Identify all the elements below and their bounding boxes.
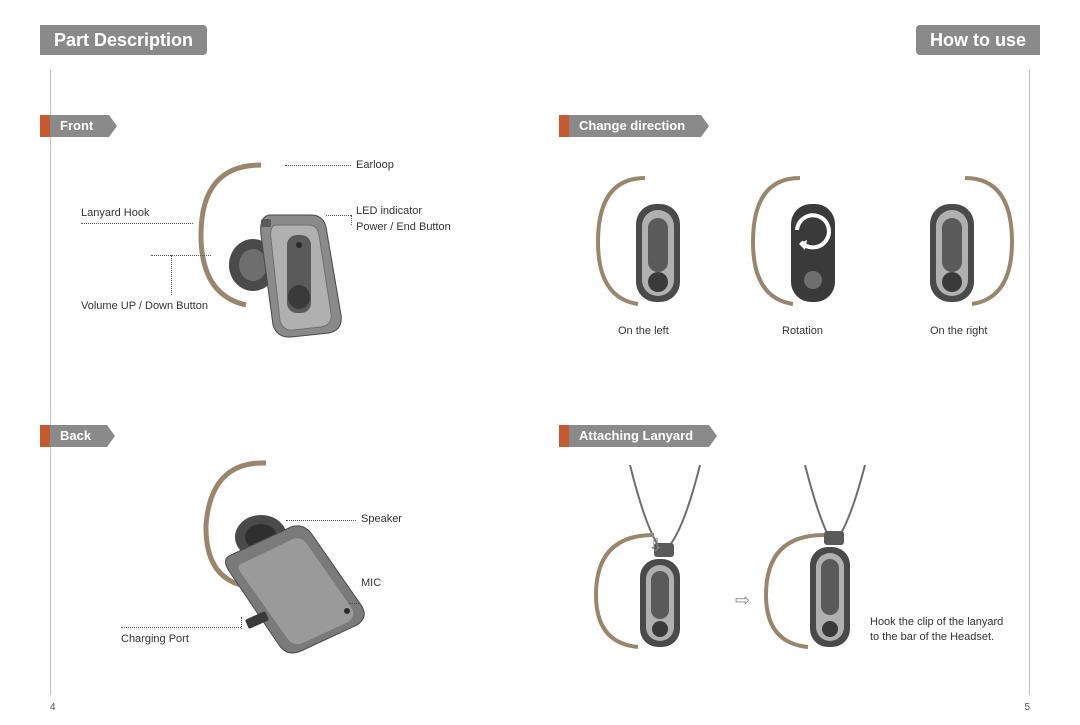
- leader-speaker: [286, 520, 356, 521]
- section-tab-attaching-lanyard: Attaching Lanyard: [569, 425, 709, 447]
- section-attaching-lanyard: Attaching Lanyard ⇩: [570, 425, 1029, 447]
- section-tab-change-direction-label: Change direction: [579, 118, 685, 133]
- cd-headset-rotation: [745, 170, 865, 320]
- caption-left: On the left: [618, 325, 669, 337]
- leader-led-v: [351, 215, 352, 225]
- callout-mic: MIC: [361, 577, 381, 589]
- callout-volume: Volume UP / Down Button: [81, 300, 208, 312]
- leader-mic: [349, 603, 359, 604]
- section-tab-front-label: Front: [60, 118, 93, 133]
- leader-charging-v: [241, 617, 242, 629]
- section-back: Back: [51, 425, 510, 447]
- lanyard-instruction-line1: Hook the clip of the lanyard: [870, 616, 1003, 628]
- left-page: Part Description Front: [0, 0, 540, 725]
- lanyard-instruction: Hook the clip of the lanyard to the bar …: [870, 615, 1003, 645]
- callout-power: Power / End Button: [356, 221, 451, 233]
- callout-led: LED indicator: [356, 205, 422, 217]
- callout-lanyard-hook: Lanyard Hook: [81, 207, 150, 219]
- arrow-down-icon: ⇩: [648, 535, 663, 556]
- section-front: Front: [51, 115, 510, 137]
- caption-right: On the right: [930, 325, 987, 337]
- callout-speaker: Speaker: [361, 513, 402, 525]
- section-tab-back-label: Back: [60, 428, 91, 443]
- page-header-left-text: Part Description: [54, 30, 193, 51]
- headset-front-illustration: [191, 155, 361, 345]
- left-content-frame: Front: [50, 70, 510, 695]
- page-number-right: 5: [1024, 702, 1030, 713]
- section-change-direction: Change direction: [570, 115, 1029, 137]
- callout-charging: Charging Port: [121, 633, 189, 645]
- leader-lanyard: [81, 223, 193, 224]
- page-number-left: 4: [50, 702, 56, 713]
- section-tab-attaching-lanyard-label: Attaching Lanyard: [579, 428, 693, 443]
- caption-rotation: Rotation: [782, 325, 823, 337]
- lanyard-step1: [590, 465, 730, 655]
- lanyard-instruction-line2: to the bar of the Headset.: [870, 631, 994, 643]
- page-header-right: How to use: [916, 25, 1040, 55]
- callout-earloop: Earloop: [356, 159, 394, 171]
- section-tab-change-direction: Change direction: [569, 115, 701, 137]
- headset-back-illustration: [171, 455, 371, 655]
- section-tab-back: Back: [50, 425, 107, 447]
- cd-headset-left: [590, 170, 710, 320]
- right-content-frame: Change direction: [570, 70, 1030, 695]
- page-header-left: Part Description: [40, 25, 207, 55]
- section-tab-front: Front: [50, 115, 109, 137]
- page-header-right-text: How to use: [930, 30, 1026, 51]
- leader-earloop: [285, 165, 351, 166]
- leader-volume-h: [151, 255, 211, 256]
- leader-led: [326, 215, 351, 216]
- leader-charging-h: [121, 627, 241, 628]
- arrow-right-icon: ⇨: [735, 590, 750, 611]
- right-page: How to use Change direction: [540, 0, 1080, 725]
- leader-volume-v: [171, 255, 172, 295]
- cd-headset-right: [900, 170, 1020, 320]
